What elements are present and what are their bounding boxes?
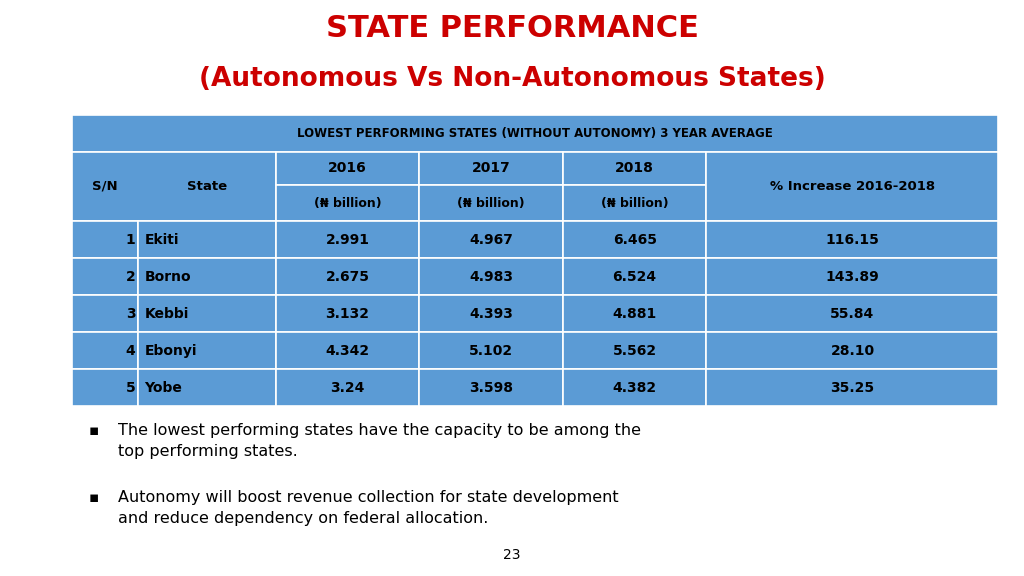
Text: 1: 1	[126, 233, 135, 247]
Text: ▪: ▪	[89, 490, 99, 505]
Bar	[707, 332, 998, 369]
Text: ▪: ▪	[89, 423, 99, 438]
Bar	[275, 258, 419, 295]
Bar	[419, 295, 563, 332]
Bar	[72, 258, 138, 295]
Bar	[419, 221, 563, 258]
Text: 55.84: 55.84	[830, 307, 874, 321]
Text: State: State	[187, 180, 227, 193]
Text: STATE PERFORMANCE: STATE PERFORMANCE	[326, 14, 698, 43]
Bar	[419, 151, 563, 185]
Text: 6.524: 6.524	[612, 270, 656, 284]
Bar	[275, 369, 419, 406]
Bar	[72, 369, 138, 406]
Bar	[563, 258, 707, 295]
Text: 4.881: 4.881	[612, 307, 656, 321]
Text: % Increase 2016-2018: % Increase 2016-2018	[770, 180, 935, 193]
Bar	[72, 151, 275, 221]
Text: 3.132: 3.132	[326, 307, 370, 321]
Bar	[72, 332, 138, 369]
Bar	[72, 115, 998, 151]
Text: 3.598: 3.598	[469, 381, 513, 395]
Text: 23: 23	[503, 548, 521, 562]
Bar	[138, 369, 275, 406]
Text: Ebonyi: Ebonyi	[144, 344, 197, 358]
Bar	[275, 185, 419, 221]
Text: 4: 4	[126, 344, 135, 358]
Text: 28.10: 28.10	[830, 344, 874, 358]
Bar	[563, 332, 707, 369]
Bar	[563, 185, 707, 221]
Bar	[275, 295, 419, 332]
Text: 5.102: 5.102	[469, 344, 513, 358]
Text: 4.382: 4.382	[612, 381, 656, 395]
Text: 6.465: 6.465	[612, 233, 656, 247]
Bar	[707, 295, 998, 332]
Bar	[275, 332, 419, 369]
Text: 2: 2	[126, 270, 135, 284]
Text: Ekiti: Ekiti	[144, 233, 179, 247]
Text: 143.89: 143.89	[825, 270, 880, 284]
Text: (₦ billion): (₦ billion)	[457, 196, 525, 210]
Bar	[72, 221, 138, 258]
Bar	[138, 295, 275, 332]
Text: 3: 3	[126, 307, 135, 321]
Bar	[275, 151, 419, 185]
Text: 2018: 2018	[615, 161, 654, 175]
Bar	[419, 332, 563, 369]
Bar	[707, 369, 998, 406]
Text: 2.675: 2.675	[326, 270, 370, 284]
Text: 3.24: 3.24	[330, 381, 365, 395]
Text: 2.991: 2.991	[326, 233, 370, 247]
Text: Autonomy will boost revenue collection for state development
and reduce dependen: Autonomy will boost revenue collection f…	[118, 490, 618, 525]
Bar	[138, 221, 275, 258]
Bar	[707, 258, 998, 295]
Text: 4.967: 4.967	[469, 233, 513, 247]
Bar	[138, 258, 275, 295]
Text: S/N: S/N	[92, 180, 118, 193]
Bar	[419, 369, 563, 406]
Text: Kebbi: Kebbi	[144, 307, 188, 321]
Text: 4.342: 4.342	[326, 344, 370, 358]
Text: The lowest performing states have the capacity to be among the
top performing st: The lowest performing states have the ca…	[118, 423, 641, 460]
Bar	[275, 221, 419, 258]
Text: LOWEST PERFORMING STATES (WITHOUT AUTONOMY) 3 YEAR AVERAGE: LOWEST PERFORMING STATES (WITHOUT AUTONO…	[297, 127, 773, 140]
Text: 4.393: 4.393	[469, 307, 513, 321]
Text: 35.25: 35.25	[830, 381, 874, 395]
Bar	[563, 295, 707, 332]
Text: 116.15: 116.15	[825, 233, 880, 247]
Text: (Autonomous Vs Non-Autonomous States): (Autonomous Vs Non-Autonomous States)	[199, 66, 825, 92]
Text: (₦ billion): (₦ billion)	[313, 196, 381, 210]
Text: 5.562: 5.562	[612, 344, 656, 358]
Bar	[563, 369, 707, 406]
Bar	[419, 258, 563, 295]
Bar	[563, 221, 707, 258]
Bar	[707, 151, 998, 221]
Text: 2017: 2017	[472, 161, 510, 175]
Text: (₦ billion): (₦ billion)	[601, 196, 669, 210]
Bar	[707, 221, 998, 258]
Text: 2016: 2016	[328, 161, 367, 175]
Text: Borno: Borno	[144, 270, 191, 284]
Text: 5: 5	[126, 381, 135, 395]
Bar	[138, 332, 275, 369]
Text: 4.983: 4.983	[469, 270, 513, 284]
Bar	[563, 151, 707, 185]
Bar	[419, 185, 563, 221]
Text: Yobe: Yobe	[144, 381, 182, 395]
Bar	[72, 295, 138, 332]
